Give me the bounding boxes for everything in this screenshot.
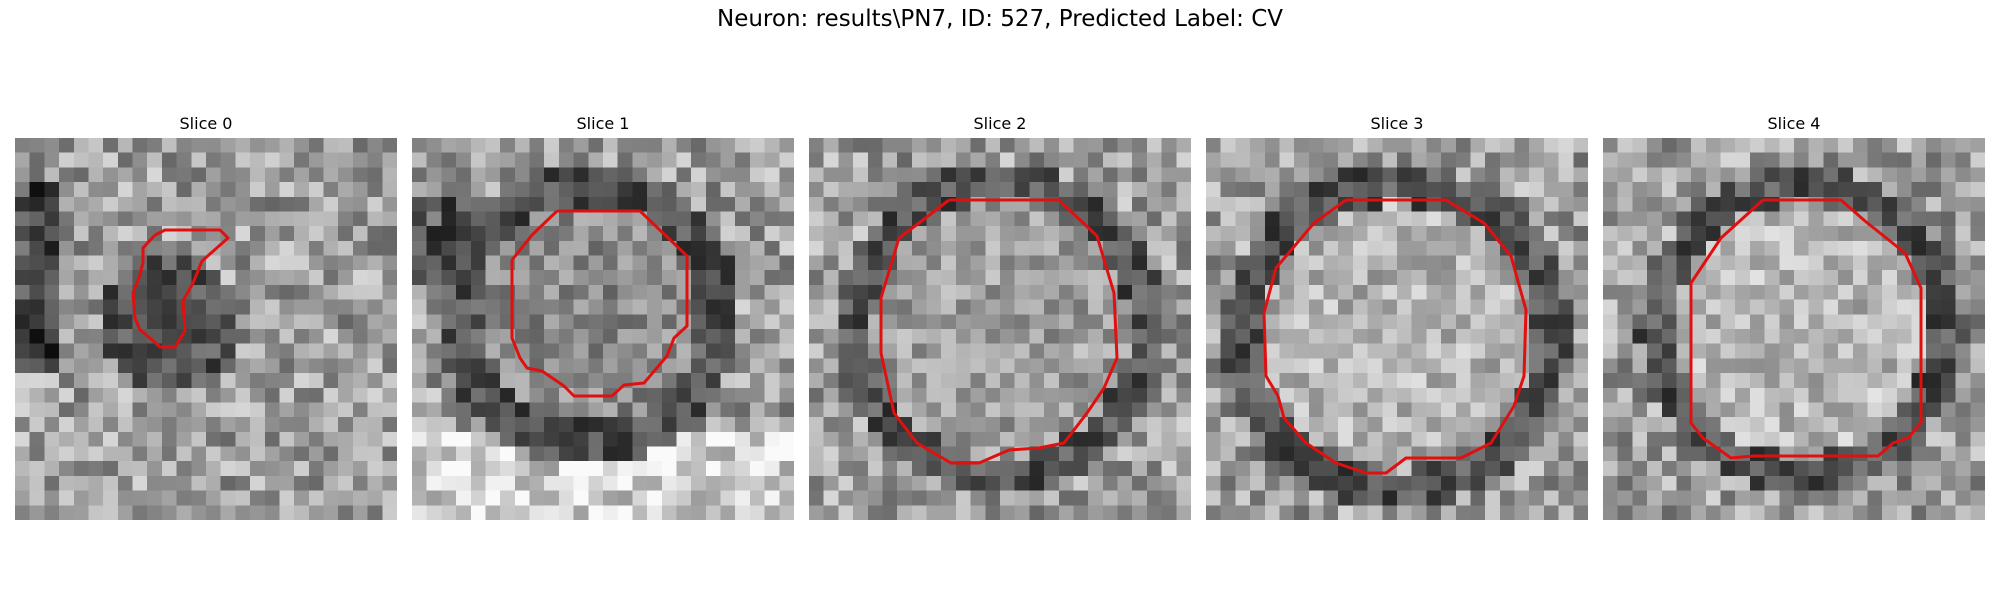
grayscale-image: [412, 138, 794, 520]
slice-panel-0: Slice 0: [15, 112, 397, 520]
contour-overlay: [1689, 198, 1923, 460]
slice-panel-2: Slice 2: [809, 112, 1191, 520]
segmentation-contour: [1689, 198, 1923, 460]
slice-panel-1: Slice 1: [412, 112, 794, 520]
contour-overlay: [510, 209, 689, 398]
figure-title: Neuron: results\PN7, ID: 527, Predicted …: [717, 6, 1283, 32]
contour-overlay: [879, 198, 1119, 465]
slice-title: Slice 1: [576, 114, 630, 133]
grayscale-image: [809, 138, 1191, 520]
slice-image: [1206, 138, 1588, 520]
segmentation-contour: [1262, 198, 1528, 475]
segmentation-contour: [131, 228, 230, 349]
contour-overlay: [1262, 198, 1528, 475]
slice-title: Slice 3: [1370, 114, 1424, 133]
contour-overlay: [131, 228, 230, 349]
segmentation-contour: [879, 198, 1119, 465]
grayscale-image: [15, 138, 397, 520]
segmentation-contour: [510, 209, 689, 398]
slice-title: Slice 4: [1767, 114, 1821, 133]
slice-image: [1603, 138, 1985, 520]
slice-title: Slice 0: [179, 114, 233, 133]
slice-title: Slice 2: [973, 114, 1027, 133]
slice-panel-4: Slice 4: [1603, 112, 1985, 520]
slice-image: [809, 138, 1191, 520]
slice-image: [412, 138, 794, 520]
slice-image: [15, 138, 397, 520]
slice-panel-3: Slice 3: [1206, 112, 1588, 520]
